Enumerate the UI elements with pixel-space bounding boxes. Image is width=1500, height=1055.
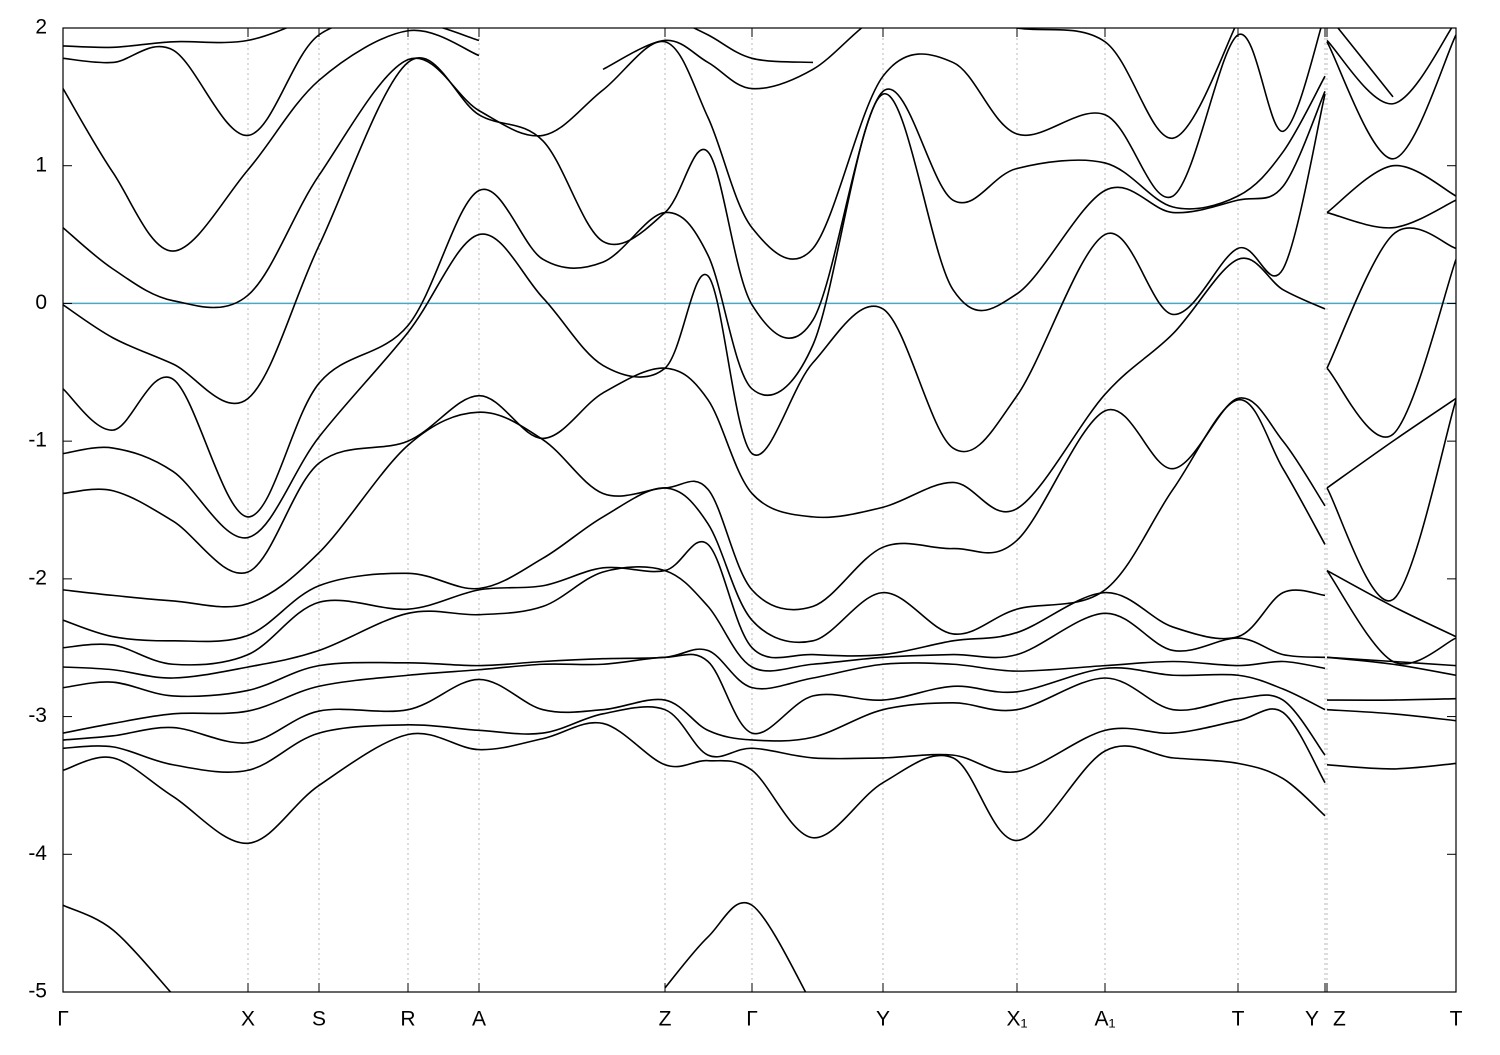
y-tick-label: 1 xyxy=(35,153,47,176)
grid-layer xyxy=(62,28,1457,992)
band-line xyxy=(63,721,1456,845)
band-line xyxy=(63,399,1456,644)
x-tick-label: X xyxy=(241,1008,255,1031)
band-line xyxy=(63,28,1453,252)
band-line xyxy=(63,93,1456,539)
band-line xyxy=(63,397,1456,611)
x-tick-label: Z xyxy=(1333,1008,1346,1031)
band-line xyxy=(63,541,1456,666)
x-tick-label: R xyxy=(400,1008,415,1031)
y-tick-label: -5 xyxy=(28,980,47,1003)
x-tick-label: Z xyxy=(659,1008,672,1031)
x-tick-label: Γ xyxy=(57,1008,69,1031)
band-line xyxy=(63,566,1456,679)
band-line xyxy=(63,257,1456,575)
y-tick-label: -1 xyxy=(28,429,47,452)
band-line xyxy=(63,57,1456,405)
y-tick-label: -4 xyxy=(28,842,47,865)
band-line xyxy=(63,648,1456,698)
x-tick-label: T xyxy=(1232,1008,1245,1031)
x-tick-label: A₁ xyxy=(1094,1008,1115,1031)
y-tick-label: -2 xyxy=(28,566,47,589)
band-line xyxy=(63,903,1327,1006)
x-tick-label: X₁ xyxy=(1006,1008,1027,1031)
x-tick-label: T xyxy=(1450,1008,1463,1031)
band-line xyxy=(63,653,1456,735)
x-tick-label: S xyxy=(312,1008,326,1031)
band-line xyxy=(63,91,1456,518)
plot-frame xyxy=(62,27,1457,993)
x-tick-label: Y xyxy=(1305,1008,1319,1031)
data-layer xyxy=(63,28,1456,1006)
band-line xyxy=(63,28,1394,137)
band-line xyxy=(63,706,1456,784)
band-line xyxy=(63,677,1456,756)
x-tick-label: A xyxy=(472,1008,486,1031)
y-tick-label: 2 xyxy=(35,16,47,39)
y-tick-label: -3 xyxy=(28,704,47,727)
x-tick-label: Y xyxy=(876,1008,890,1031)
x-tick-label: Γ xyxy=(746,1008,758,1031)
band-line xyxy=(63,28,1456,309)
y-tick-label: 0 xyxy=(35,291,47,314)
